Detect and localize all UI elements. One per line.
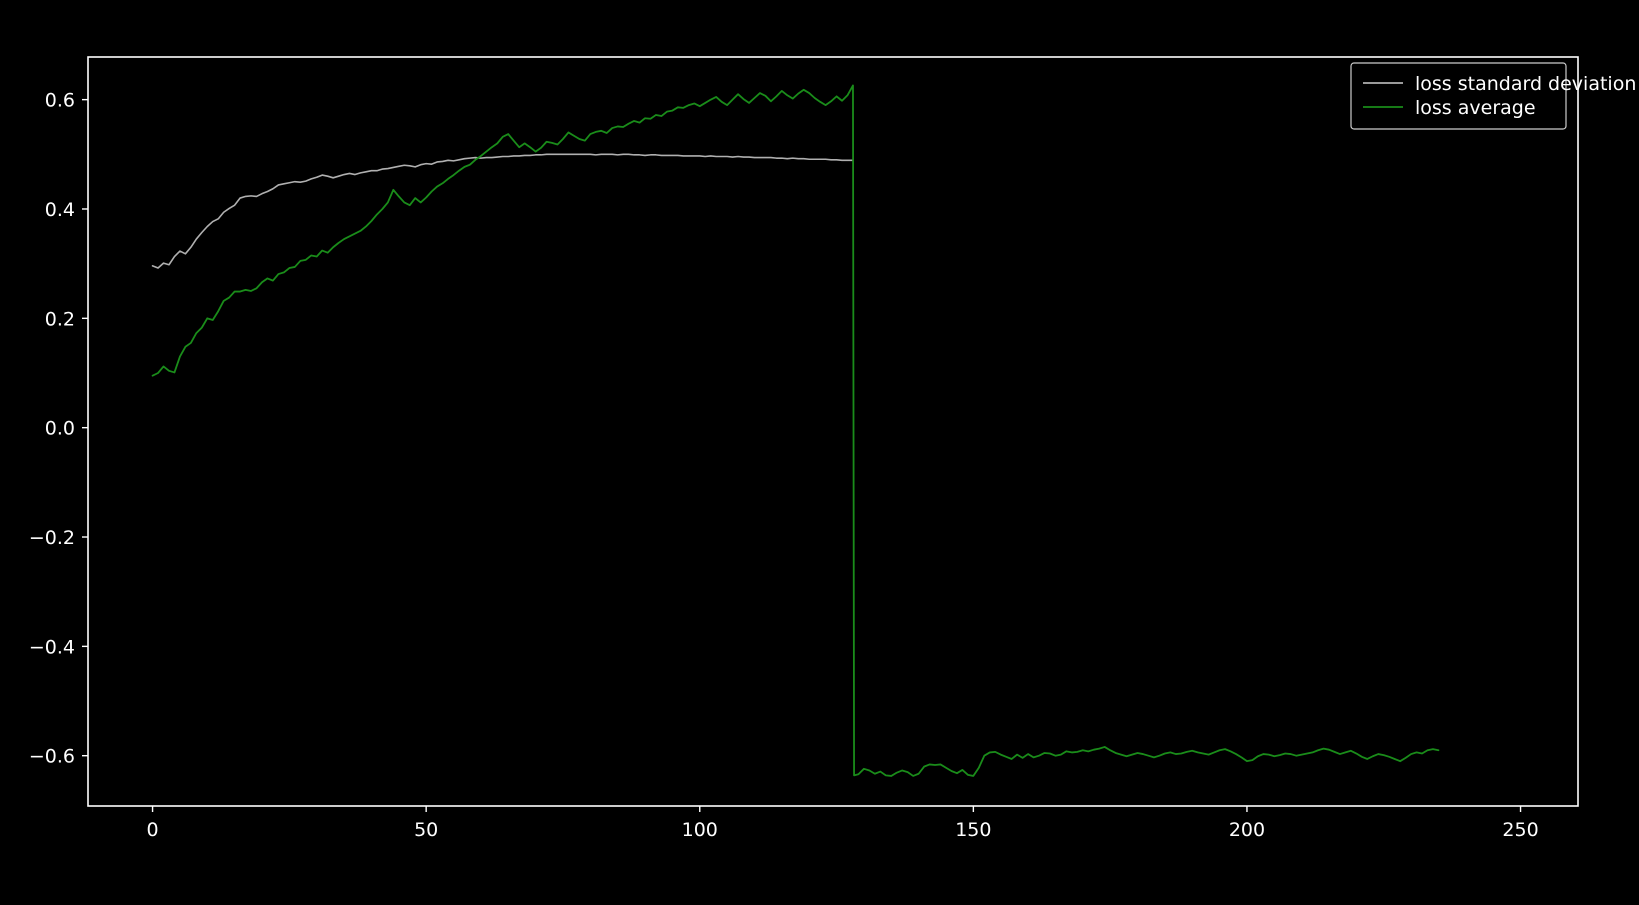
x-tick-label: 250 xyxy=(1502,819,1538,841)
series-line-loss-average xyxy=(151,84,1440,777)
x-tick-label: 200 xyxy=(1229,819,1265,841)
y-tick-label: −0.2 xyxy=(29,527,75,549)
y-tick-label: −0.6 xyxy=(29,746,75,768)
axis-ticks: 0 50 100 150 200 250 −0.6 −0.4 −0.2 0.0 0.2 0.4 0.6 xyxy=(29,90,1539,841)
x-tick-label: 100 xyxy=(682,819,718,841)
legend-label-0: loss standard deviation xyxy=(1415,73,1636,95)
y-tick-label: 0.0 xyxy=(45,418,75,440)
y-tick-label: −0.4 xyxy=(29,636,75,658)
axes-background xyxy=(88,57,1578,806)
y-tick-label: 0.4 xyxy=(45,199,75,221)
legend-label-1: loss average xyxy=(1415,97,1536,119)
x-tick-label: 150 xyxy=(955,819,991,841)
series-line-loss-standard-deviation xyxy=(151,153,854,269)
legend-box xyxy=(1350,62,1567,130)
y-tick-label: 0.6 xyxy=(45,90,75,112)
axes-frame xyxy=(87,56,1579,807)
data-series xyxy=(151,84,1440,777)
x-tick-label: 0 xyxy=(147,819,159,841)
x-tick-label: 50 xyxy=(414,819,438,841)
y-tick-label: 0.2 xyxy=(45,308,75,330)
